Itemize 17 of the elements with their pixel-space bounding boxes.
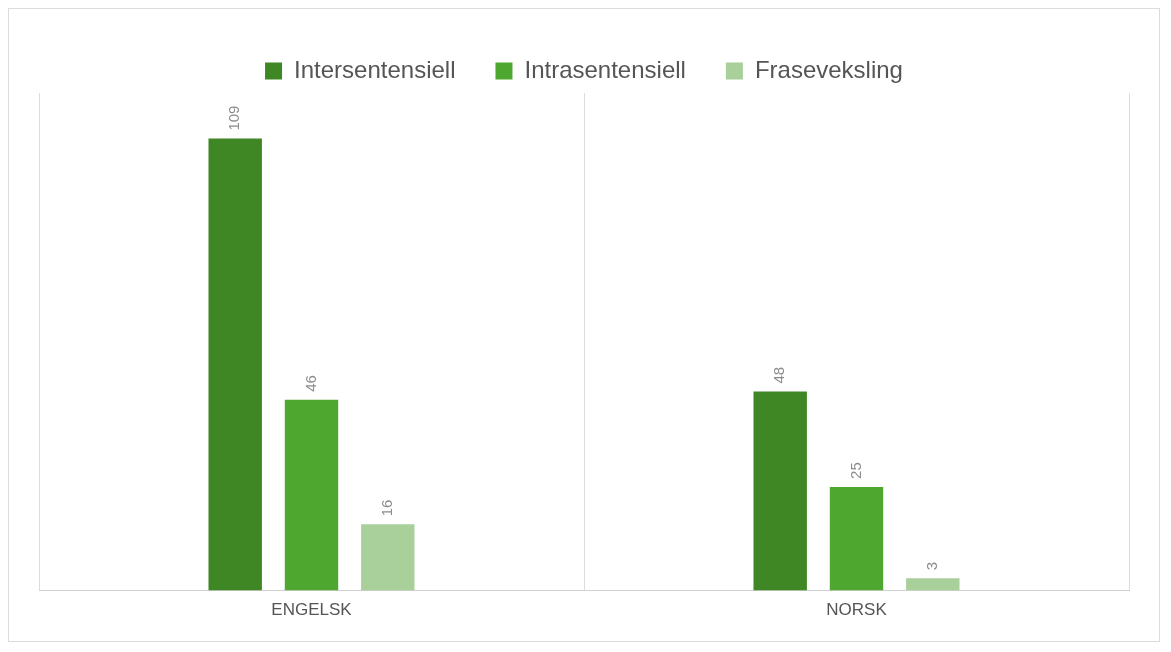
data-label: 109 (225, 105, 243, 131)
data-label: 16 (377, 499, 395, 517)
bar (753, 391, 807, 591)
bar (829, 486, 884, 591)
legend-label: Intrasentensiell (524, 55, 686, 83)
bar (284, 399, 339, 591)
legend-label: Fraseveksling (754, 55, 903, 83)
bar (208, 138, 262, 591)
bar (361, 524, 415, 591)
data-label: 48 (770, 366, 788, 384)
bar (906, 578, 960, 591)
data-label: 25 (846, 462, 864, 479)
x-tick-label: ENGELSK (271, 600, 353, 620)
x-tick-label: NORSK (826, 600, 888, 620)
legend-label: Intersentensiell (294, 55, 456, 83)
data-label: 46 (301, 375, 319, 392)
data-label: 3 (922, 561, 940, 571)
